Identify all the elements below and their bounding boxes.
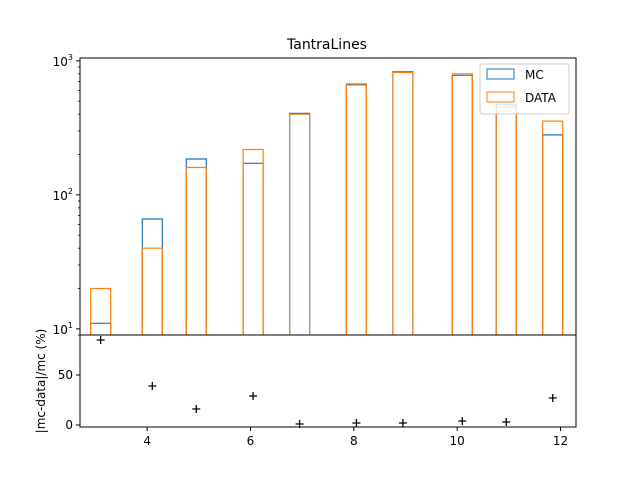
bar-data-7 <box>451 73 473 335</box>
upper-bars <box>90 71 564 335</box>
ratio-point-7 <box>458 417 467 425</box>
upper-ytick-label: 103 <box>53 53 73 69</box>
xtick-label: 12 <box>553 434 568 448</box>
bar-data-0 <box>90 287 112 335</box>
lower-ytick-label: 50 <box>58 368 73 382</box>
bar-data-5 <box>345 84 367 335</box>
ratio-point-5 <box>352 419 361 427</box>
bar-mc-5 <box>345 83 367 335</box>
xtick-label: 4 <box>143 434 151 448</box>
chart-title: TantraLines <box>286 37 367 53</box>
upper-ytick-label: 101 <box>53 321 73 337</box>
upper-ytick-label: 102 <box>53 187 73 203</box>
ratio-point-2 <box>192 405 201 413</box>
bar-mc-4 <box>289 112 311 335</box>
bar-mc-3 <box>242 162 264 335</box>
bar-mc-7 <box>451 74 473 335</box>
ratio-point-6 <box>398 419 407 427</box>
bar-mc-0 <box>90 322 112 335</box>
ratio-point-1 <box>148 382 157 390</box>
lower-points <box>96 336 557 428</box>
legend-label-mc: MC <box>525 68 544 82</box>
bar-data-8 <box>495 106 517 335</box>
ratio-point-3 <box>249 392 258 400</box>
legend-label-data: DATA <box>525 91 557 105</box>
lower-axes: 0 50 4 6 8 10 12 <box>58 368 568 448</box>
bar-mc-1 <box>141 218 163 335</box>
upper-axes: 101 102 103 <box>53 53 80 337</box>
lower-plot-frame <box>79 334 577 428</box>
xtick-label: 8 <box>350 434 358 448</box>
xtick-label: 6 <box>247 434 255 448</box>
lower-ytick-label: 0 <box>65 418 73 432</box>
bar-mc-9 <box>542 134 564 335</box>
ratio-point-8 <box>502 418 511 426</box>
bar-data-1 <box>141 247 163 335</box>
bar-data-6 <box>392 71 414 335</box>
bar-mc-8 <box>495 104 517 335</box>
lower-y-axis-label: |mc-data|/mc (%) <box>34 329 48 434</box>
ratio-point-0 <box>96 336 105 344</box>
ratio-point-9 <box>548 394 557 402</box>
bar-data-4 <box>289 113 311 335</box>
legend-swatch-mc <box>486 68 515 80</box>
legend: MC DATA <box>479 63 570 115</box>
bar-data-2 <box>185 166 207 335</box>
bar-mc-6 <box>392 71 414 335</box>
bar-mc-2 <box>185 158 207 335</box>
xtick-label: 10 <box>450 434 465 448</box>
bar-data-3 <box>242 148 264 335</box>
legend-swatch-data <box>486 91 515 103</box>
bar-data-9 <box>542 120 564 335</box>
